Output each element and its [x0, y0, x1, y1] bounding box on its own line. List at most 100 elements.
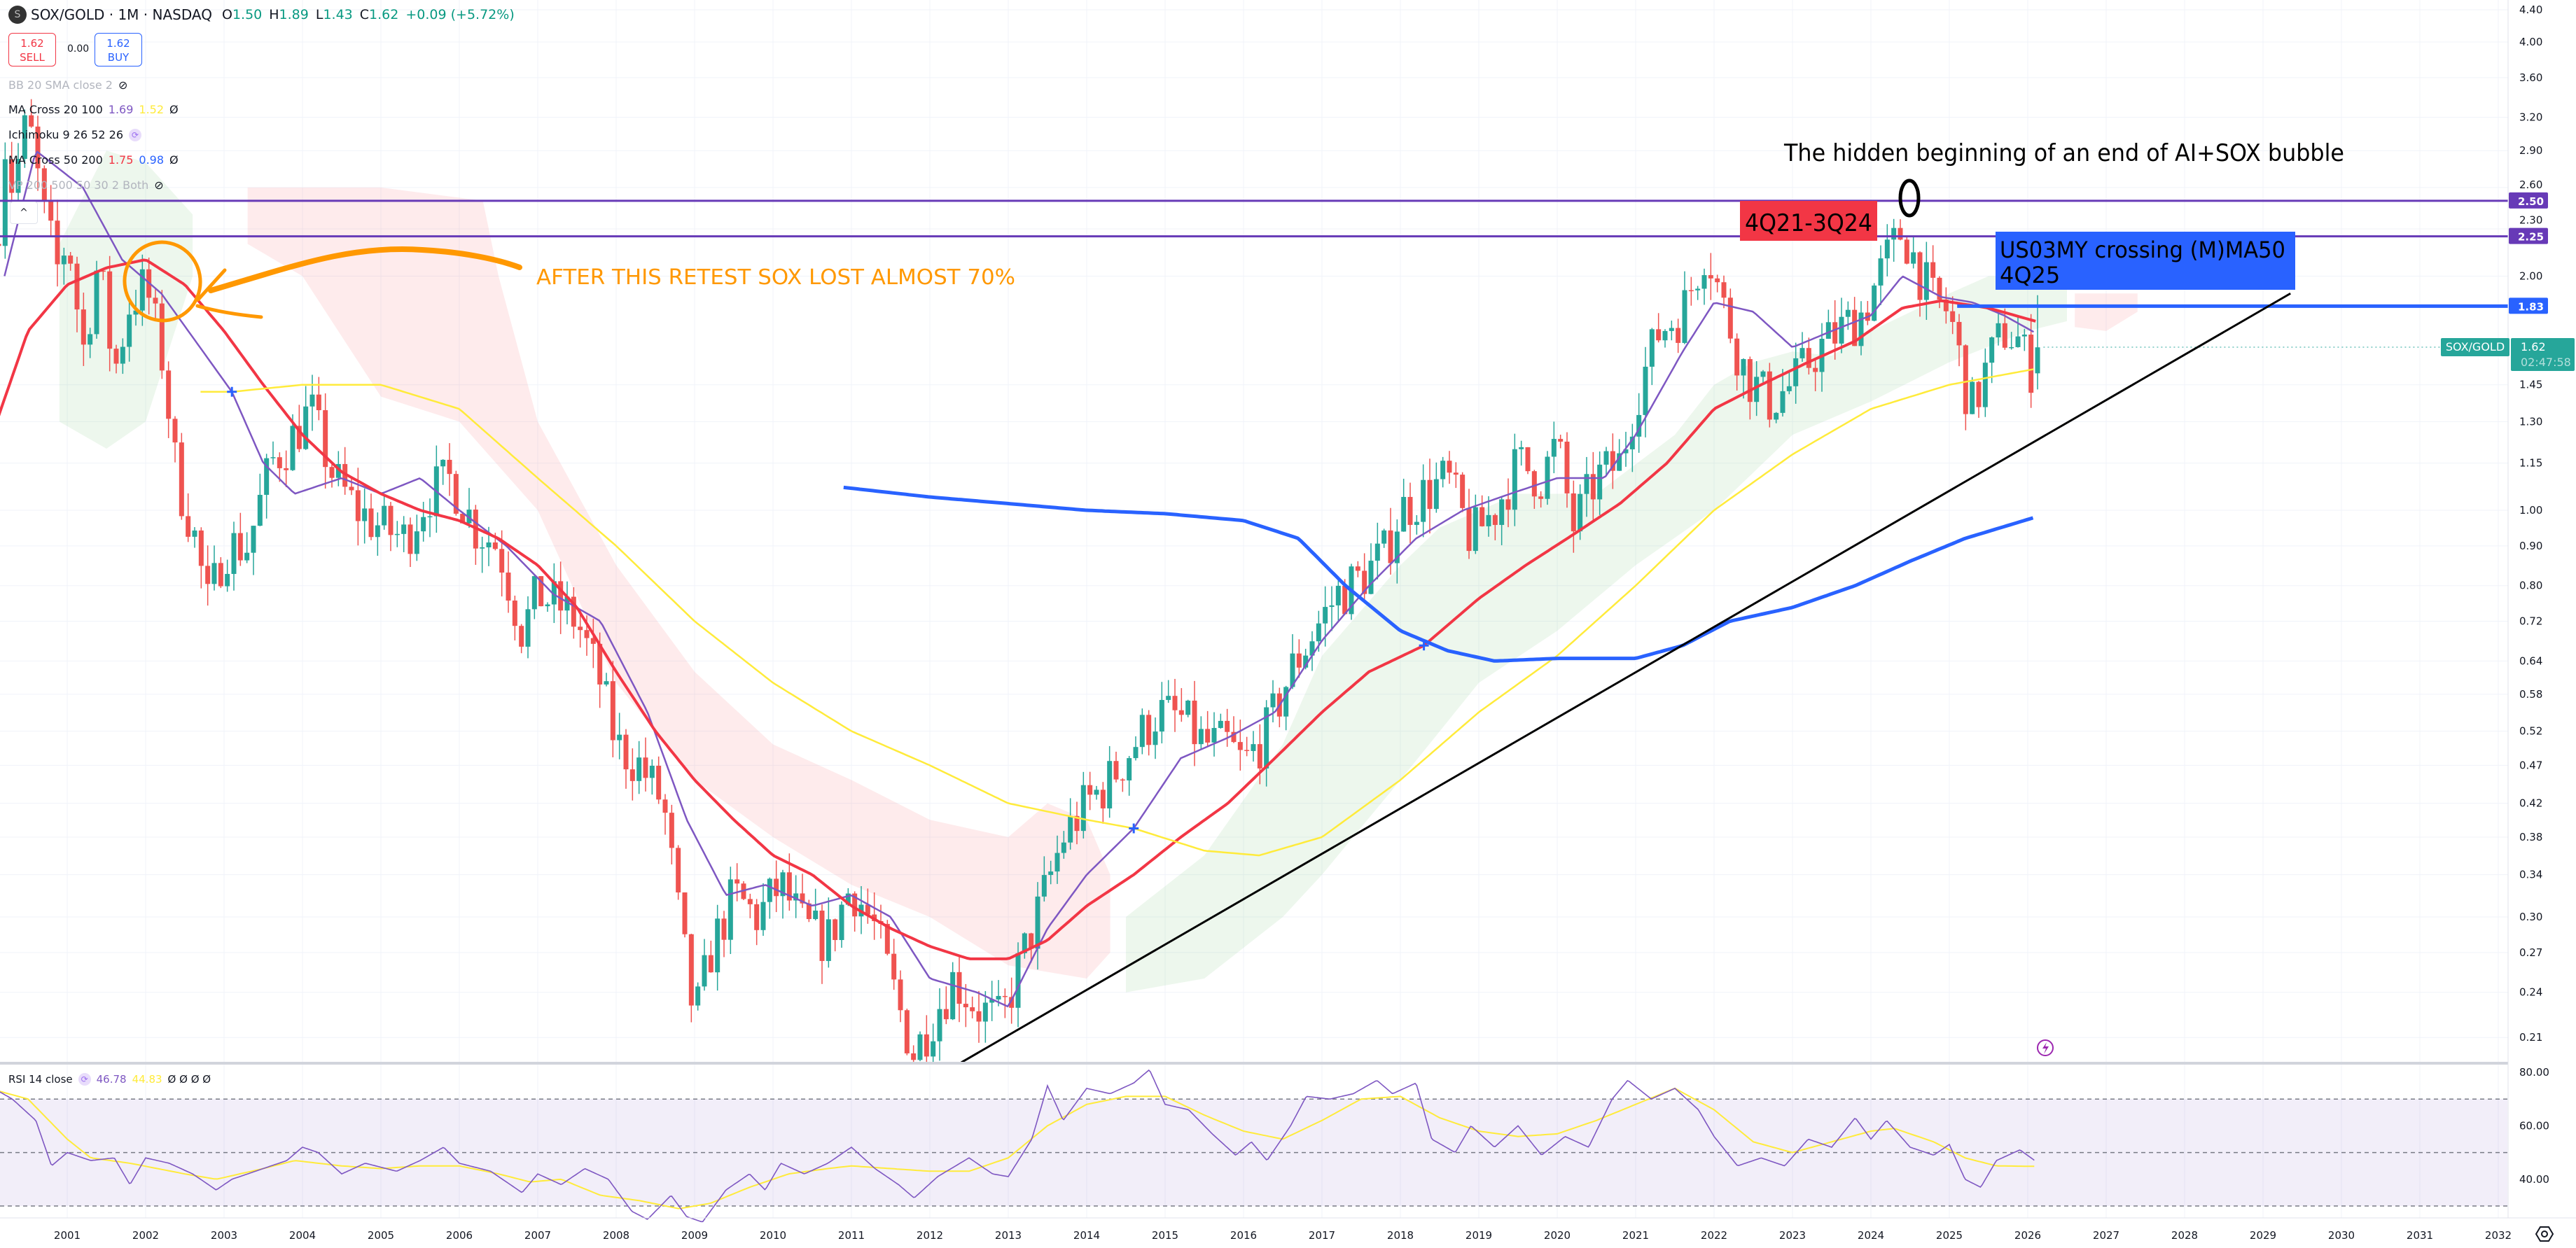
- candle-body: [421, 517, 426, 532]
- indicator-vp[interactable]: VP 200 500 50 30 2 Both ⊘: [8, 178, 164, 192]
- candle-body: [1558, 439, 1564, 442]
- candle: [1381, 528, 1387, 548]
- orange-circle-drawing[interactable]: [118, 236, 207, 326]
- sell-button[interactable]: 1.62 SELL: [8, 33, 56, 66]
- orange-arrow-drawing[interactable]: [195, 268, 263, 319]
- price-tick-label: 0.52: [2519, 725, 2542, 738]
- candle: [1127, 756, 1132, 796]
- red-box-annotation[interactable]: [1740, 201, 1877, 241]
- candle-body: [1329, 605, 1335, 608]
- candle-body: [1806, 348, 1811, 368]
- candle-body: [1832, 322, 1838, 344]
- candle: [1447, 451, 1452, 484]
- indicator-ichimoku[interactable]: Ichimoku 9 26 52 26 ⟳: [8, 128, 141, 141]
- candle-body: [1218, 720, 1223, 729]
- candle: [1094, 785, 1099, 800]
- trendline[interactable]: [961, 292, 2291, 1064]
- candle-body: [1407, 496, 1413, 525]
- candle-body: [1551, 439, 1557, 457]
- candle: [1211, 712, 1217, 757]
- candle: [1858, 301, 1864, 356]
- candle: [1884, 224, 1890, 276]
- ohlc-close: C1.62: [359, 7, 399, 22]
- candle-body: [192, 530, 197, 537]
- lightning-icon[interactable]: [2037, 1039, 2054, 1056]
- candle-body: [845, 893, 851, 905]
- candle: [257, 473, 263, 526]
- sync-icon[interactable]: ⟳: [78, 1073, 91, 1086]
- candle: [218, 557, 223, 589]
- candle-body: [447, 459, 452, 475]
- year-tick-label: 2027: [2093, 1229, 2119, 1242]
- candle-body: [1231, 731, 1237, 743]
- indicator-ma-cross-20-100[interactable]: MA Cross 20 100 1.69 1.52 Ø: [8, 103, 179, 116]
- candle: [1251, 731, 1256, 762]
- year-tick-label: 2002: [132, 1229, 159, 1242]
- candle: [1943, 287, 1949, 324]
- candle: [408, 517, 413, 568]
- buy-button[interactable]: 1.62 BUY: [95, 33, 142, 66]
- candle-body: [924, 1034, 929, 1057]
- candle: [127, 302, 132, 362]
- candle-body: [401, 524, 407, 534]
- candle-body: [1701, 275, 1707, 289]
- candle-body: [1505, 499, 1511, 510]
- year-tick-label: 2017: [1309, 1229, 1335, 1242]
- candle-body: [1323, 607, 1328, 624]
- circle-drawing[interactable]: [1898, 178, 1921, 218]
- candle: [649, 759, 655, 795]
- candle-body: [1695, 288, 1701, 290]
- candle-body: [800, 893, 805, 904]
- candle: [1760, 370, 1766, 383]
- candle-body: [780, 872, 786, 897]
- candle: [1218, 713, 1223, 729]
- settings-icon[interactable]: [2535, 1226, 2554, 1242]
- year-tick-label: 2024: [1858, 1229, 1884, 1242]
- candle-body: [1519, 447, 1524, 449]
- orange-text-annotation[interactable]: AFTER THIS RETEST SOX LOST ALMOST 70%: [536, 265, 1015, 290]
- candle-body: [0, 244, 1, 246]
- orange-arc-drawing[interactable]: [208, 246, 522, 293]
- price-tick-label: 0.24: [2519, 986, 2542, 999]
- candle-body: [1793, 358, 1799, 386]
- candle-body: [257, 494, 263, 526]
- drawings[interactable]: The hidden beginning of an end of AI+SOX…: [118, 139, 2344, 1064]
- candle-body: [153, 297, 158, 304]
- sync-icon[interactable]: ⟳: [129, 128, 141, 141]
- candle: [0, 244, 1, 246]
- candle-body: [1950, 311, 1956, 322]
- candle: [41, 165, 47, 213]
- candle-body: [571, 596, 576, 627]
- hidden-eye-icon[interactable]: ⊘: [118, 78, 128, 92]
- headline-annotation[interactable]: The hidden beginning of an end of AI+SOX…: [1783, 139, 2344, 167]
- candle-body: [1205, 729, 1211, 743]
- candle: [1061, 831, 1066, 859]
- candle-body: [211, 563, 217, 584]
- candle: [1839, 297, 1844, 353]
- candle: [1708, 253, 1713, 300]
- candle-body: [643, 757, 648, 778]
- candle-body: [74, 263, 80, 310]
- candle-body: [61, 255, 67, 265]
- candle-body: [833, 919, 838, 941]
- blue-box-annotation[interactable]: [1996, 232, 2295, 290]
- candle-body: [1015, 953, 1021, 1008]
- candle-body: [721, 918, 727, 940]
- candle: [1649, 328, 1655, 386]
- candle: [349, 477, 354, 496]
- indicator-ma-cross-50-200[interactable]: MA Cross 50 200 1.75 0.98 Ø: [8, 153, 179, 167]
- collapse-legend-button[interactable]: ^: [10, 202, 38, 224]
- candle-body: [335, 463, 341, 478]
- candle-body: [996, 995, 1001, 1000]
- rsi-legend[interactable]: RSI 14 close ⟳ 46.78 44.83 Ø Ø Ø Ø: [8, 1073, 211, 1086]
- candle: [1414, 514, 1419, 535]
- candle: [1401, 478, 1407, 532]
- indicator-bb[interactable]: BB 20 SMA close 2 ⊘: [8, 78, 128, 92]
- symbol-title[interactable]: SOX/GOLD · 1M · NASDAQ: [31, 6, 212, 23]
- candle-body: [1178, 710, 1184, 715]
- candle-body: [427, 516, 433, 518]
- candle-body: [1982, 363, 1988, 407]
- level-price-badge: [2509, 227, 2548, 244]
- hidden-eye-icon[interactable]: ⊘: [154, 178, 164, 192]
